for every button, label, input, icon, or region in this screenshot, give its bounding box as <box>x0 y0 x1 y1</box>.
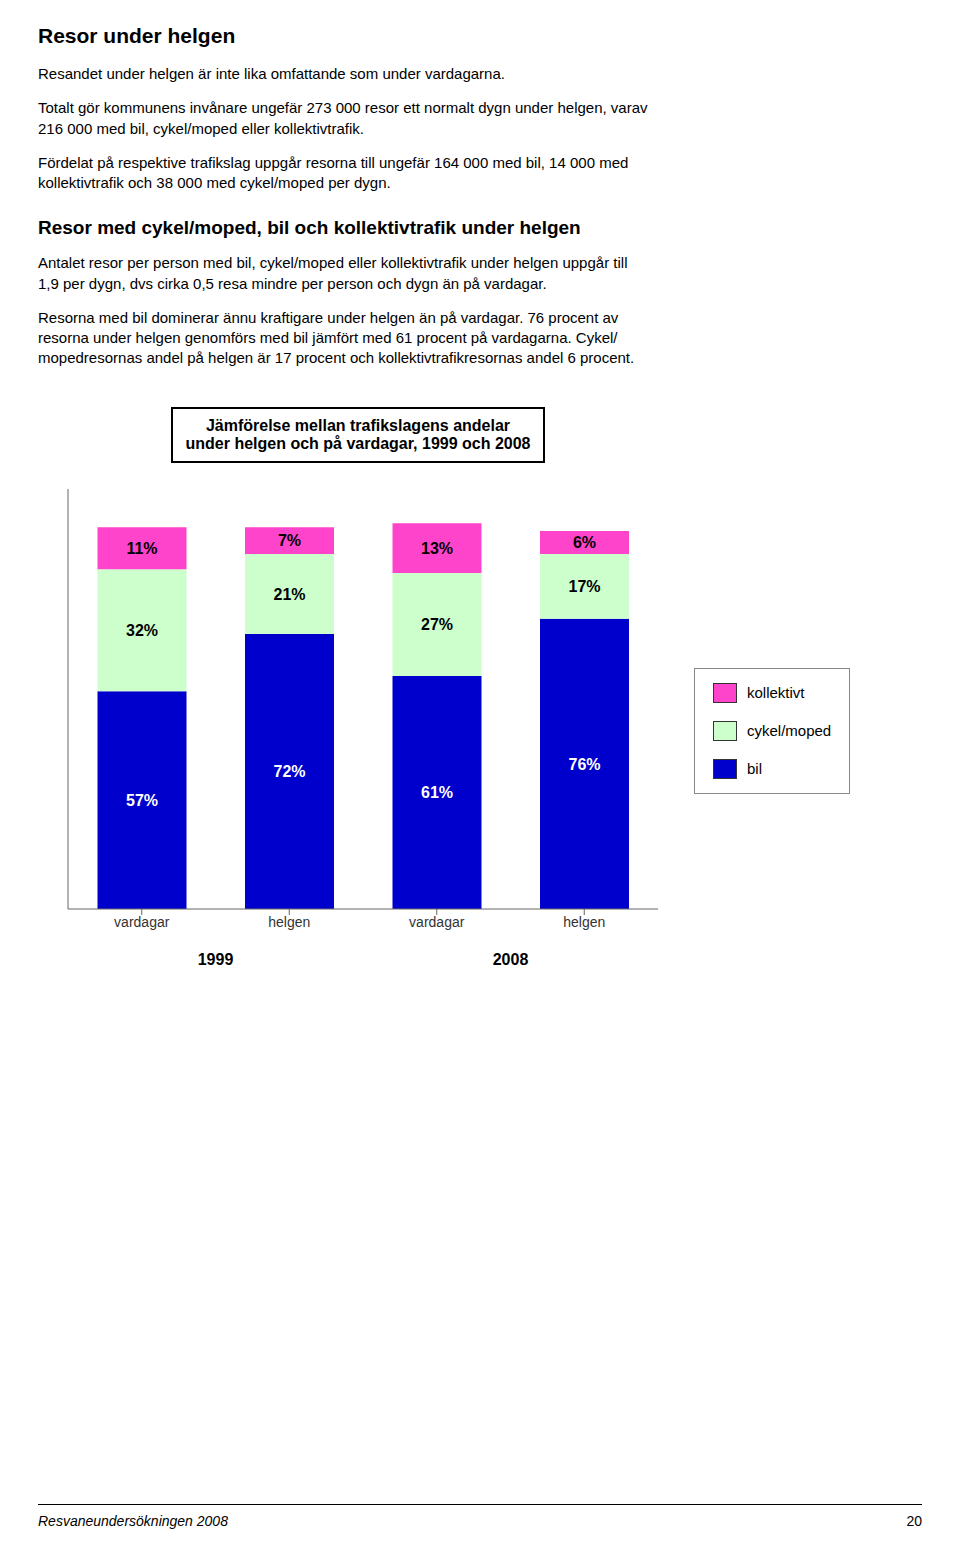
html-text:2008: 2008 <box>492 950 529 968</box>
svg-text:vardagar: vardagar <box>114 913 170 929</box>
html-text:Resandet under helgen är inte: Resandet under helgen är inte lika omfat… <box>38 65 505 82</box>
html-text:Antalet resor per person med b: Antalet resor per person med bil, cykel/… <box>38 254 628 292</box>
html-text:Resvaneundersökningen 2008: Resvaneundersökningen 2008 <box>38 1513 228 1529</box>
svg-text:76%: 76% <box>568 755 600 772</box>
svg-text:17%: 17% <box>568 578 600 595</box>
svg-text:27%: 27% <box>421 616 453 633</box>
html-text:Resor med cykel/moped, bil och: Resor med cykel/moped, bil och kollektiv… <box>38 217 581 239</box>
svg-text:72%: 72% <box>273 763 305 780</box>
svg-text:32%: 32% <box>126 621 158 638</box>
html-text:Jämförelse mellan trafikslagen: Jämförelse mellan trafikslagens andelar <box>205 416 511 434</box>
svg-text:6%: 6% <box>573 534 596 551</box>
html-text:Fördelat på respektive trafiks: Fördelat på respektive trafikslag uppgår… <box>38 153 629 191</box>
svg-text:helgen: helgen <box>268 913 310 929</box>
svg-text:13%: 13% <box>421 539 453 556</box>
html-text:cykel/moped: cykel/moped <box>747 722 832 739</box>
html-text:1999: 1999 <box>197 950 234 968</box>
html-text:Resor under helgen: Resor under helgen <box>38 24 236 47</box>
html-text:kollektivt: kollektivt <box>747 684 805 701</box>
svg-text:11%: 11% <box>126 539 157 556</box>
svg-text:21%: 21% <box>273 585 305 602</box>
html-text:under helgen och på vardagar,: under helgen och på vardagar, 1999 och 2… <box>185 434 531 452</box>
svg-text:vardagar: vardagar <box>409 913 465 929</box>
svg-text:helgen: helgen <box>563 913 605 929</box>
html-text:bil: bil <box>747 760 762 777</box>
html-text:20: 20 <box>906 1513 922 1529</box>
svg-text:61%: 61% <box>421 784 453 801</box>
svg-text:57%: 57% <box>126 791 158 808</box>
svg-text:7%: 7% <box>278 532 301 549</box>
html-text:Totalt gör kommunens invånare: Totalt gör kommunens invånare ungefär 27… <box>38 99 648 137</box>
html-text:Resorna med bil dominerar ännu: Resorna med bil dominerar ännu kraftigar… <box>38 308 635 367</box>
